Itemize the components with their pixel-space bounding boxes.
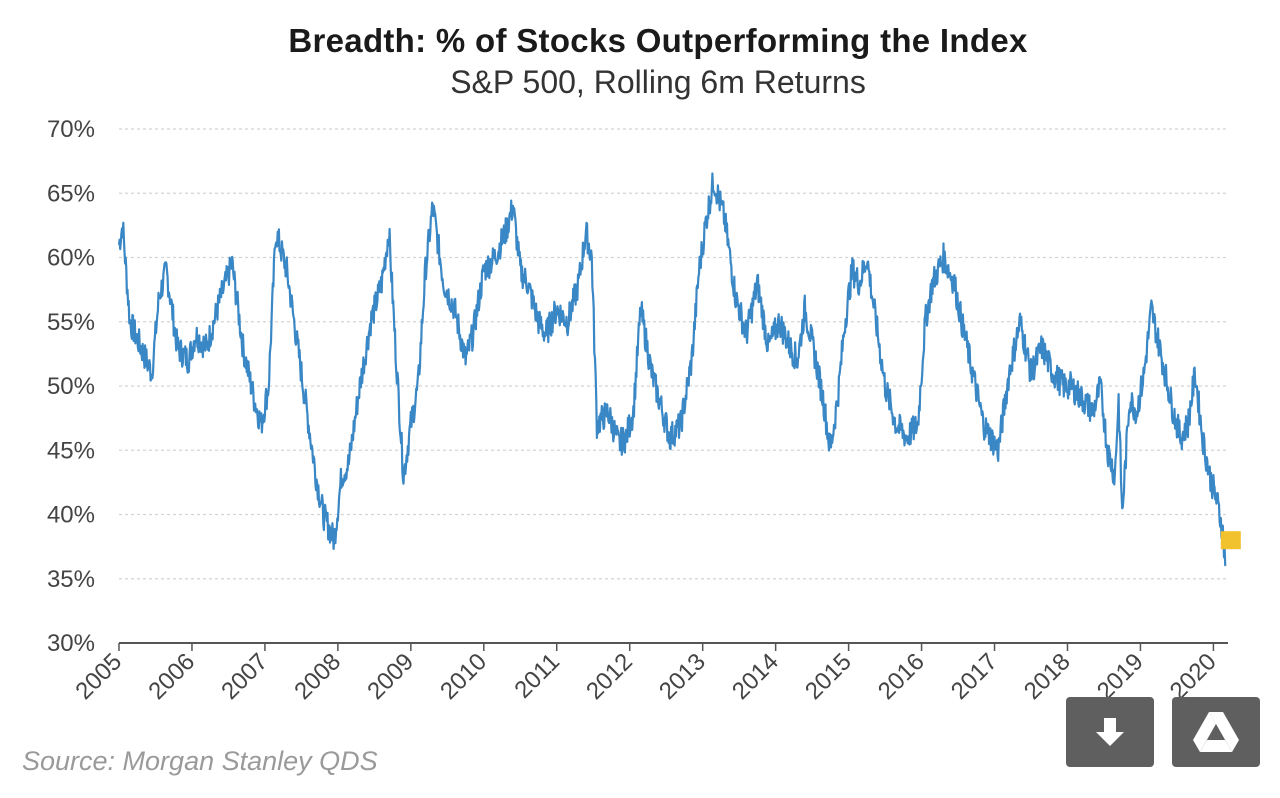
x-tick-label: 2006 bbox=[143, 648, 200, 705]
x-tick-label: 2014 bbox=[727, 648, 784, 705]
source-note: Source: Morgan Stanley QDS bbox=[22, 746, 378, 776]
chart-title: Breadth: % of Stocks Outperforming the I… bbox=[288, 22, 1028, 59]
x-axis bbox=[118, 642, 1228, 651]
x-tick-label: 2017 bbox=[946, 648, 1003, 705]
google-drive-icon bbox=[1193, 712, 1239, 752]
x-tick-label: 2012 bbox=[581, 648, 638, 705]
download-button[interactable] bbox=[1066, 697, 1154, 767]
x-tick-label: 2016 bbox=[873, 648, 930, 705]
y-axis: 30% 35% 40% 45% 50% 55% 60% 65% 70% bbox=[47, 116, 95, 657]
x-tick-label: 2011 bbox=[509, 648, 565, 704]
gridlines bbox=[119, 128, 1228, 580]
x-tick-label: 2008 bbox=[289, 648, 346, 705]
series-line bbox=[117, 172, 1227, 567]
download-arrow-icon bbox=[1096, 718, 1124, 746]
x-tick-label: 2007 bbox=[216, 648, 273, 705]
y-tick-label: 35% bbox=[47, 566, 95, 593]
y-tick-label: 50% bbox=[47, 373, 95, 400]
y-tick-label: 30% bbox=[47, 630, 95, 657]
y-tick-label: 45% bbox=[47, 437, 95, 464]
x-tick-labels: 2005 2006 2007 2008 2009 2010 2011 2012 2013 2014… bbox=[70, 648, 1221, 705]
y-tick-label: 60% bbox=[47, 245, 95, 272]
last-point-markers bbox=[1220, 531, 1241, 550]
x-tick-label: 2013 bbox=[654, 648, 711, 705]
google-drive-button[interactable] bbox=[1172, 697, 1260, 767]
y-tick-label: 55% bbox=[47, 309, 95, 336]
y-tick-label: 65% bbox=[47, 180, 95, 207]
y-tick-label: 70% bbox=[47, 116, 95, 143]
x-tick-label: 2009 bbox=[362, 648, 419, 705]
last-point-marker bbox=[1220, 531, 1241, 550]
y-tick-label: 40% bbox=[47, 502, 95, 529]
chart-subtitle: S&P 500, Rolling 6m Returns bbox=[450, 64, 866, 100]
x-tick-label: 2010 bbox=[435, 648, 492, 705]
series-lines bbox=[117, 172, 1227, 567]
x-tick-label: 2015 bbox=[800, 648, 857, 705]
